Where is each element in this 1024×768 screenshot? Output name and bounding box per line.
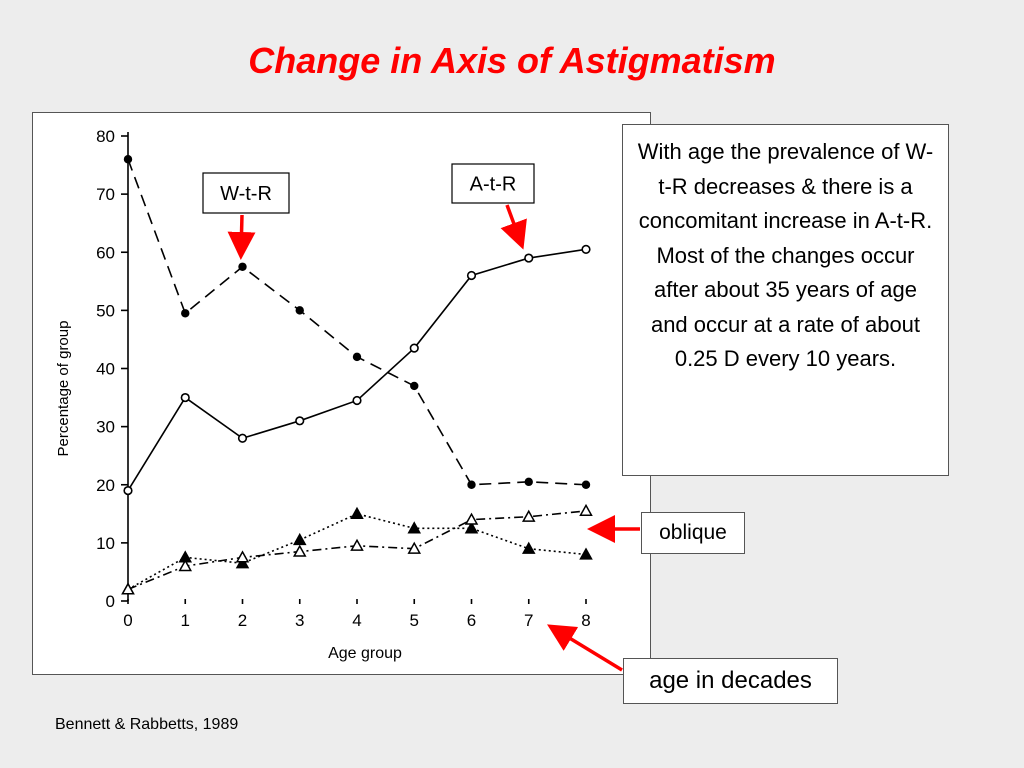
- data-point-open-triangle: [521, 509, 536, 522]
- data-point-filled-circle: [524, 477, 533, 487]
- note-callout: With age the prevalence of W-t-R decreas…: [622, 124, 949, 476]
- citation: Bennett & Rabbetts, 1989: [55, 716, 239, 733]
- data-point-filled-circle: [295, 306, 304, 315]
- y-tick-label: 60: [96, 243, 115, 262]
- x-tick-label: 1: [181, 611, 190, 630]
- data-point-filled-circle: [581, 480, 591, 489]
- atr-label-box: [451, 163, 535, 204]
- y-tick-label: 80: [96, 127, 115, 146]
- x-tick-label: 0: [123, 611, 132, 630]
- y-tick-label: 0: [106, 592, 115, 611]
- y-tick-label: 50: [96, 301, 115, 320]
- data-point-open-triangle: [579, 503, 593, 517]
- data-point-filled-triangle: [407, 521, 422, 534]
- data-point-filled-circle: [181, 309, 190, 318]
- data-point-open-circle: [123, 485, 133, 496]
- atr-label-text: A-t-R: [470, 174, 517, 196]
- slide-title: Change in Axis of Astigmatism: [248, 40, 776, 81]
- y-axis-label: Percentage of group: [55, 321, 72, 457]
- data-point-filled-circle: [352, 352, 362, 362]
- data-point-filled-circle: [123, 155, 133, 164]
- data-point-filled-circle: [238, 262, 247, 271]
- data-point-filled-circle: [410, 381, 419, 391]
- x-tick-label: 2: [238, 611, 247, 630]
- age-decades-callout: age in decades: [623, 658, 838, 704]
- y-tick-label: 30: [96, 418, 115, 437]
- line-chart: 0 10 20 30 40 50 60 70 80 0 1 2 3 4 5 6 7 8 Age group Perce…: [55, 127, 593, 662]
- data-point-filled-triangle: [235, 556, 250, 569]
- x-tick-label: 4: [352, 611, 361, 630]
- data-point-open-triangle: [350, 538, 364, 551]
- y-tick-label: 20: [96, 476, 115, 495]
- data-point-open-triangle: [407, 541, 422, 554]
- data-point-open-circle: [524, 253, 534, 263]
- y-tick-label: 40: [96, 360, 115, 379]
- data-point-open-circle: [180, 392, 190, 403]
- data-point-filled-triangle: [521, 541, 536, 554]
- series-line-2: [127, 248, 587, 491]
- x-tick-label: 7: [524, 611, 533, 630]
- data-point-open-circle: [581, 244, 591, 254]
- series-line-1: [127, 158, 587, 486]
- data-point-open-triangle: [121, 582, 135, 595]
- oblique-callout: oblique: [641, 512, 745, 554]
- x-axis-label: Age group: [328, 645, 402, 662]
- data-point-filled-triangle: [464, 521, 479, 534]
- data-point-open-triangle: [292, 544, 307, 557]
- x-tick-label: 3: [295, 611, 304, 630]
- data-point-open-circle: [352, 395, 362, 406]
- data-point-open-triangle: [464, 512, 479, 525]
- atr-label-arrow: [500, 204, 527, 250]
- data-point-open-circle: [237, 433, 248, 443]
- wtr-label-text: W-t-R: [220, 183, 272, 205]
- data-point-open-circle: [295, 416, 305, 426]
- data-point-open-circle: [466, 270, 477, 281]
- x-tick-label: 6: [467, 611, 476, 630]
- x-tick-label: 8: [581, 611, 590, 630]
- chart-labels: W-t-R A-t-R: [202, 163, 535, 260]
- wtr-label-arrow: [227, 214, 256, 260]
- y-tick-label: 70: [96, 185, 115, 204]
- x-tick-label: 5: [410, 611, 419, 630]
- data-point-filled-triangle: [579, 547, 593, 560]
- chart-series: [121, 155, 593, 595]
- data-point-open-circle: [409, 343, 419, 353]
- data-point-filled-circle: [467, 480, 476, 489]
- data-point-filled-triangle: [292, 532, 307, 546]
- chart-panel: 0 10 20 30 40 50 60 70 80 0 1 2 3 4 5 6 7 8 Age group Perce…: [32, 112, 651, 675]
- chart-axes: 0 10 20 30 40 50 60 70 80 0 1 2 3 4 5 6 7 8 Age group Perce…: [55, 127, 591, 662]
- data-point-filled-triangle: [350, 506, 364, 519]
- y-tick-label: 10: [96, 534, 115, 553]
- data-point-open-triangle: [178, 559, 193, 572]
- series-line-3: [127, 512, 587, 591]
- wtr-label-box: [202, 172, 290, 214]
- data-point-open-triangle: [235, 550, 250, 563]
